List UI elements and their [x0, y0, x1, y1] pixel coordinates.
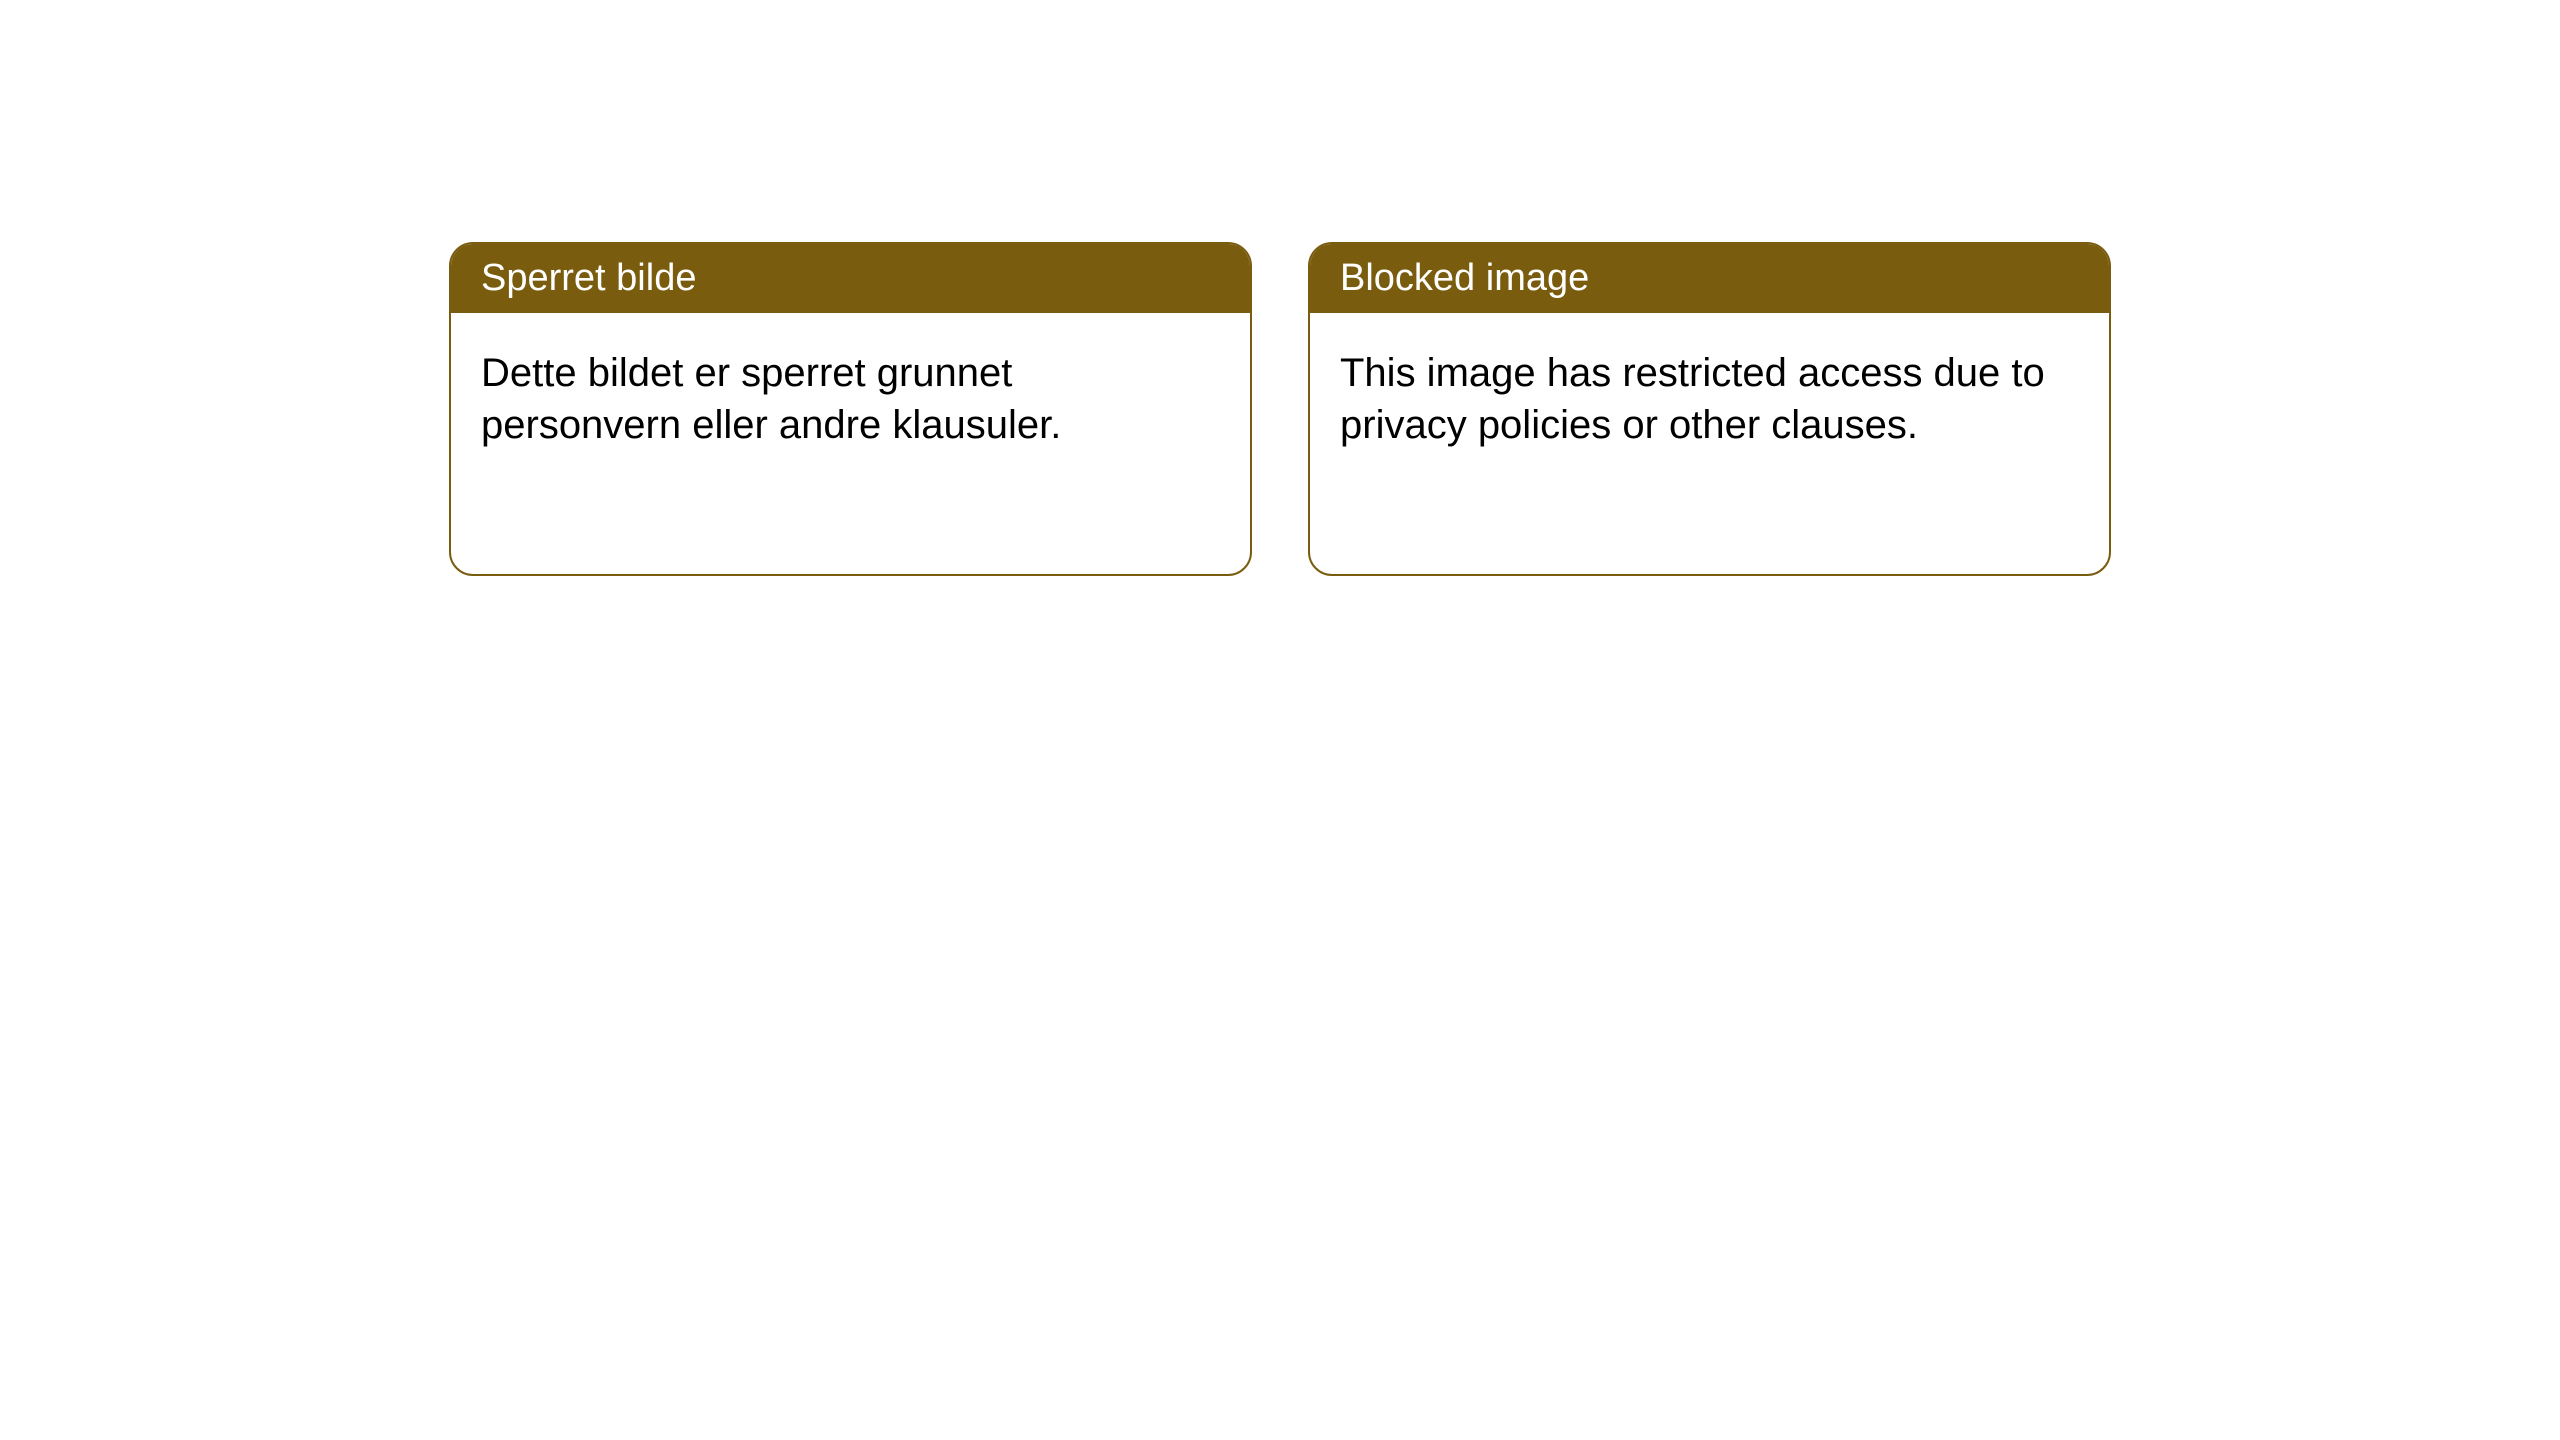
notice-title-norwegian: Sperret bilde [451, 244, 1250, 313]
notice-container: Sperret bilde Dette bildet er sperret gr… [449, 242, 2111, 576]
notice-card-english: Blocked image This image has restricted … [1308, 242, 2111, 576]
notice-body-english: This image has restricted access due to … [1310, 313, 2109, 485]
notice-title-english: Blocked image [1310, 244, 2109, 313]
notice-body-norwegian: Dette bildet er sperret grunnet personve… [451, 313, 1250, 485]
notice-card-norwegian: Sperret bilde Dette bildet er sperret gr… [449, 242, 1252, 576]
